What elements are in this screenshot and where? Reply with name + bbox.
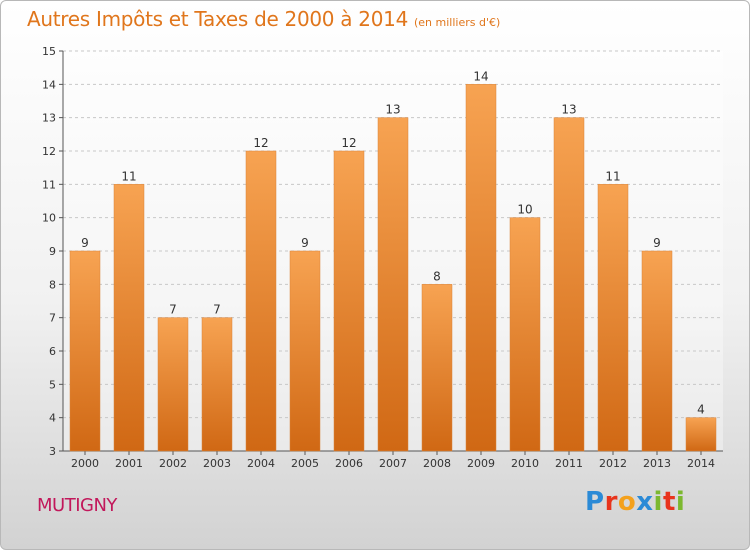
bar-value-label: 13 <box>385 103 400 117</box>
x-tick-label: 2012 <box>599 457 627 470</box>
bar-value-label: 10 <box>517 203 532 217</box>
x-tick-label: 2001 <box>115 457 143 470</box>
y-tick-label: 6 <box>49 345 56 358</box>
y-tick-label: 10 <box>42 212 56 225</box>
bar-2002 <box>157 317 189 452</box>
y-tick-label: 7 <box>49 312 56 325</box>
bar-value-label: 7 <box>213 303 221 317</box>
bar-value-label: 9 <box>301 236 309 250</box>
axes: 3 4 5 6 7 8 9 10 11 12 13 14 15 2000 2001 2002 2003 2004 2… <box>42 45 723 470</box>
y-tick-label: 4 <box>49 412 56 425</box>
bar-value-label: 4 <box>697 403 705 417</box>
bar-value-label: 12 <box>341 136 356 150</box>
bar-2003 <box>201 317 233 452</box>
bar-2004 <box>245 150 277 452</box>
bar-value-label: 12 <box>253 136 268 150</box>
y-tick-label: 9 <box>49 245 56 258</box>
x-tick-label: 2002 <box>159 457 187 470</box>
y-tick-label: 11 <box>42 178 56 191</box>
bar-value-label: 9 <box>81 236 89 250</box>
x-tick-label: 2014 <box>687 457 715 470</box>
bar-2009 <box>465 84 497 452</box>
bar-2008 <box>421 284 453 452</box>
y-tick-label: 5 <box>49 378 56 391</box>
bar-2000 <box>69 250 101 452</box>
chart-title: Autres Impôts et Taxes de 2000 à 2014 <box>27 7 408 31</box>
commune-name: MUTIGNY <box>37 495 117 516</box>
data-labels: 9 11 7 7 12 9 12 13 8 14 10 13 11 9 4 <box>81 69 705 416</box>
bar-value-label: 14 <box>473 69 488 83</box>
x-tick-label: 2010 <box>511 457 539 470</box>
x-tick-label: 2003 <box>203 457 231 470</box>
bar-2005 <box>289 250 321 452</box>
bar-value-label: 13 <box>561 103 576 117</box>
y-tick-label: 15 <box>42 45 56 58</box>
bar-value-label: 11 <box>121 169 136 183</box>
x-tick-label: 2000 <box>71 457 99 470</box>
y-tick-label: 14 <box>42 78 56 91</box>
bar-value-label: 8 <box>433 269 441 283</box>
bar-2014 <box>685 417 717 452</box>
bar-value-label: 11 <box>605 169 620 183</box>
bar-2007 <box>377 117 409 452</box>
bar-2011 <box>553 117 585 452</box>
y-tick-label: 3 <box>49 445 56 458</box>
bars <box>69 84 717 452</box>
bar-2001 <box>113 184 145 452</box>
bar-2006 <box>333 150 365 452</box>
chart-unit-label: (en milliers d'€) <box>414 16 501 29</box>
bar-2013 <box>641 250 673 452</box>
bar-2012 <box>597 184 629 452</box>
x-tick-label: 2007 <box>379 457 407 470</box>
y-tick-label: 13 <box>42 112 56 125</box>
x-tick-label: 2011 <box>555 457 583 470</box>
bar-value-label: 9 <box>653 236 661 250</box>
chart-title-block: Autres Impôts et Taxes de 2000 à 2014 (en… <box>27 7 500 31</box>
bar-2010 <box>509 217 541 452</box>
x-tick-label: 2006 <box>335 457 363 470</box>
x-tick-label: 2005 <box>291 457 319 470</box>
proxiti-logo: Proxiti <box>585 487 686 517</box>
bar-value-label: 7 <box>169 303 177 317</box>
y-tick-label: 12 <box>42 145 56 158</box>
x-tick-label: 2004 <box>247 457 275 470</box>
x-tick-label: 2013 <box>643 457 671 470</box>
x-tick-label: 2009 <box>467 457 495 470</box>
x-tick-label: 2008 <box>423 457 451 470</box>
y-tick-label: 8 <box>49 278 56 291</box>
